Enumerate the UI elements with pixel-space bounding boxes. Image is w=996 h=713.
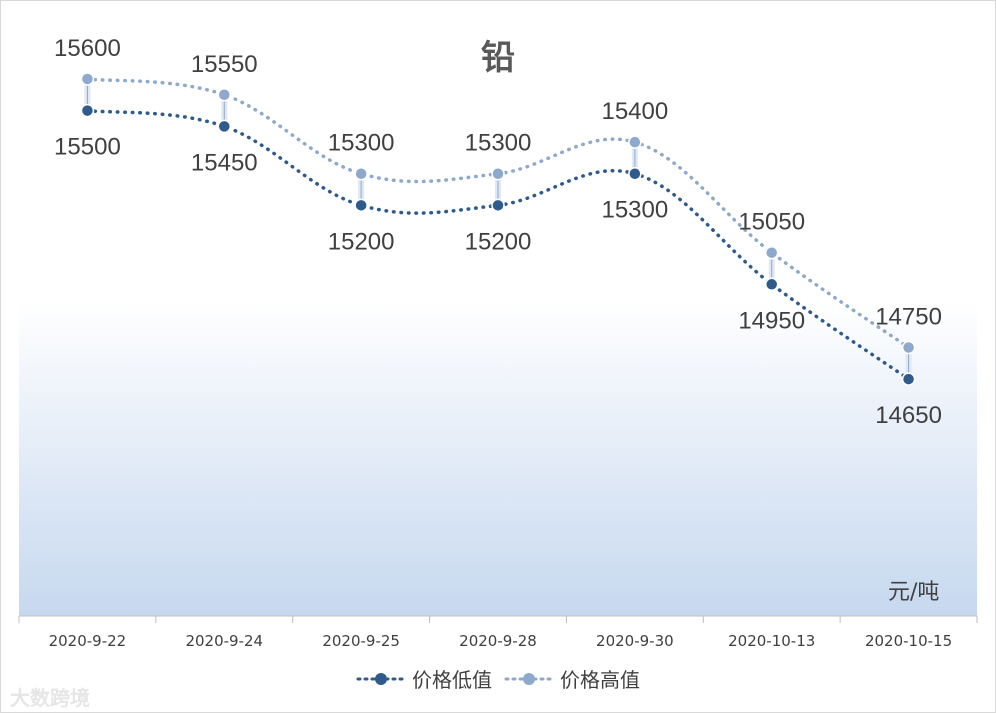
legend: 价格低值 价格高值 bbox=[0, 664, 996, 693]
chart-title: 铅 bbox=[481, 38, 515, 78]
data-label-high: 15300 bbox=[328, 130, 395, 157]
legend-swatch-high bbox=[504, 672, 554, 685]
marker-high bbox=[628, 135, 642, 149]
marker-low bbox=[901, 372, 916, 386]
marker-low bbox=[628, 166, 642, 181]
data-label-high: 15600 bbox=[54, 35, 121, 62]
marker-high bbox=[491, 166, 505, 181]
marker-high bbox=[901, 340, 916, 355]
marker-high bbox=[217, 88, 232, 102]
data-label-high: 15550 bbox=[191, 51, 258, 78]
marker-low bbox=[491, 198, 505, 213]
watermark: 大数跨境 bbox=[10, 686, 90, 710]
data-label-low: 15500 bbox=[54, 134, 121, 161]
marker-high bbox=[764, 245, 779, 260]
x-tick-label: 2020-9-24 bbox=[185, 632, 263, 650]
marker-high bbox=[354, 166, 368, 181]
x-tick-label: 2020-9-25 bbox=[322, 632, 400, 650]
x-tick-label: 2020-9-22 bbox=[49, 632, 127, 650]
data-label-high: 14750 bbox=[875, 303, 942, 330]
marker-high bbox=[80, 72, 95, 86]
data-label-high: 15050 bbox=[738, 209, 805, 236]
plot-area-gradient bbox=[19, 300, 977, 616]
data-label-low: 15200 bbox=[328, 228, 395, 255]
data-label-low: 15300 bbox=[601, 197, 668, 224]
data-label-low: 15450 bbox=[191, 149, 258, 176]
legend-swatch-low bbox=[356, 672, 406, 685]
x-tick-label: 2020-10-15 bbox=[865, 632, 952, 650]
unit-label: 元/吨 bbox=[888, 580, 940, 605]
data-label-low: 14950 bbox=[738, 307, 805, 334]
marker-low bbox=[354, 198, 368, 213]
legend-item-high: 价格高值 bbox=[504, 664, 640, 693]
marker-low bbox=[764, 277, 779, 292]
legend-item-low: 价格低值 bbox=[356, 664, 492, 693]
legend-label-low: 价格低值 bbox=[412, 668, 492, 692]
data-label-high: 15400 bbox=[601, 98, 668, 125]
marker-low bbox=[80, 103, 95, 118]
x-tick-label: 2020-9-30 bbox=[596, 632, 674, 650]
data-label-high: 15300 bbox=[465, 130, 532, 157]
x-tick-label: 2020-9-28 bbox=[459, 632, 537, 650]
legend-label-high: 价格高值 bbox=[560, 668, 640, 692]
data-label-low: 14650 bbox=[875, 402, 942, 429]
data-label-low: 15200 bbox=[465, 228, 532, 255]
x-tick-label: 2020-10-13 bbox=[728, 632, 815, 650]
marker-low bbox=[217, 119, 232, 134]
